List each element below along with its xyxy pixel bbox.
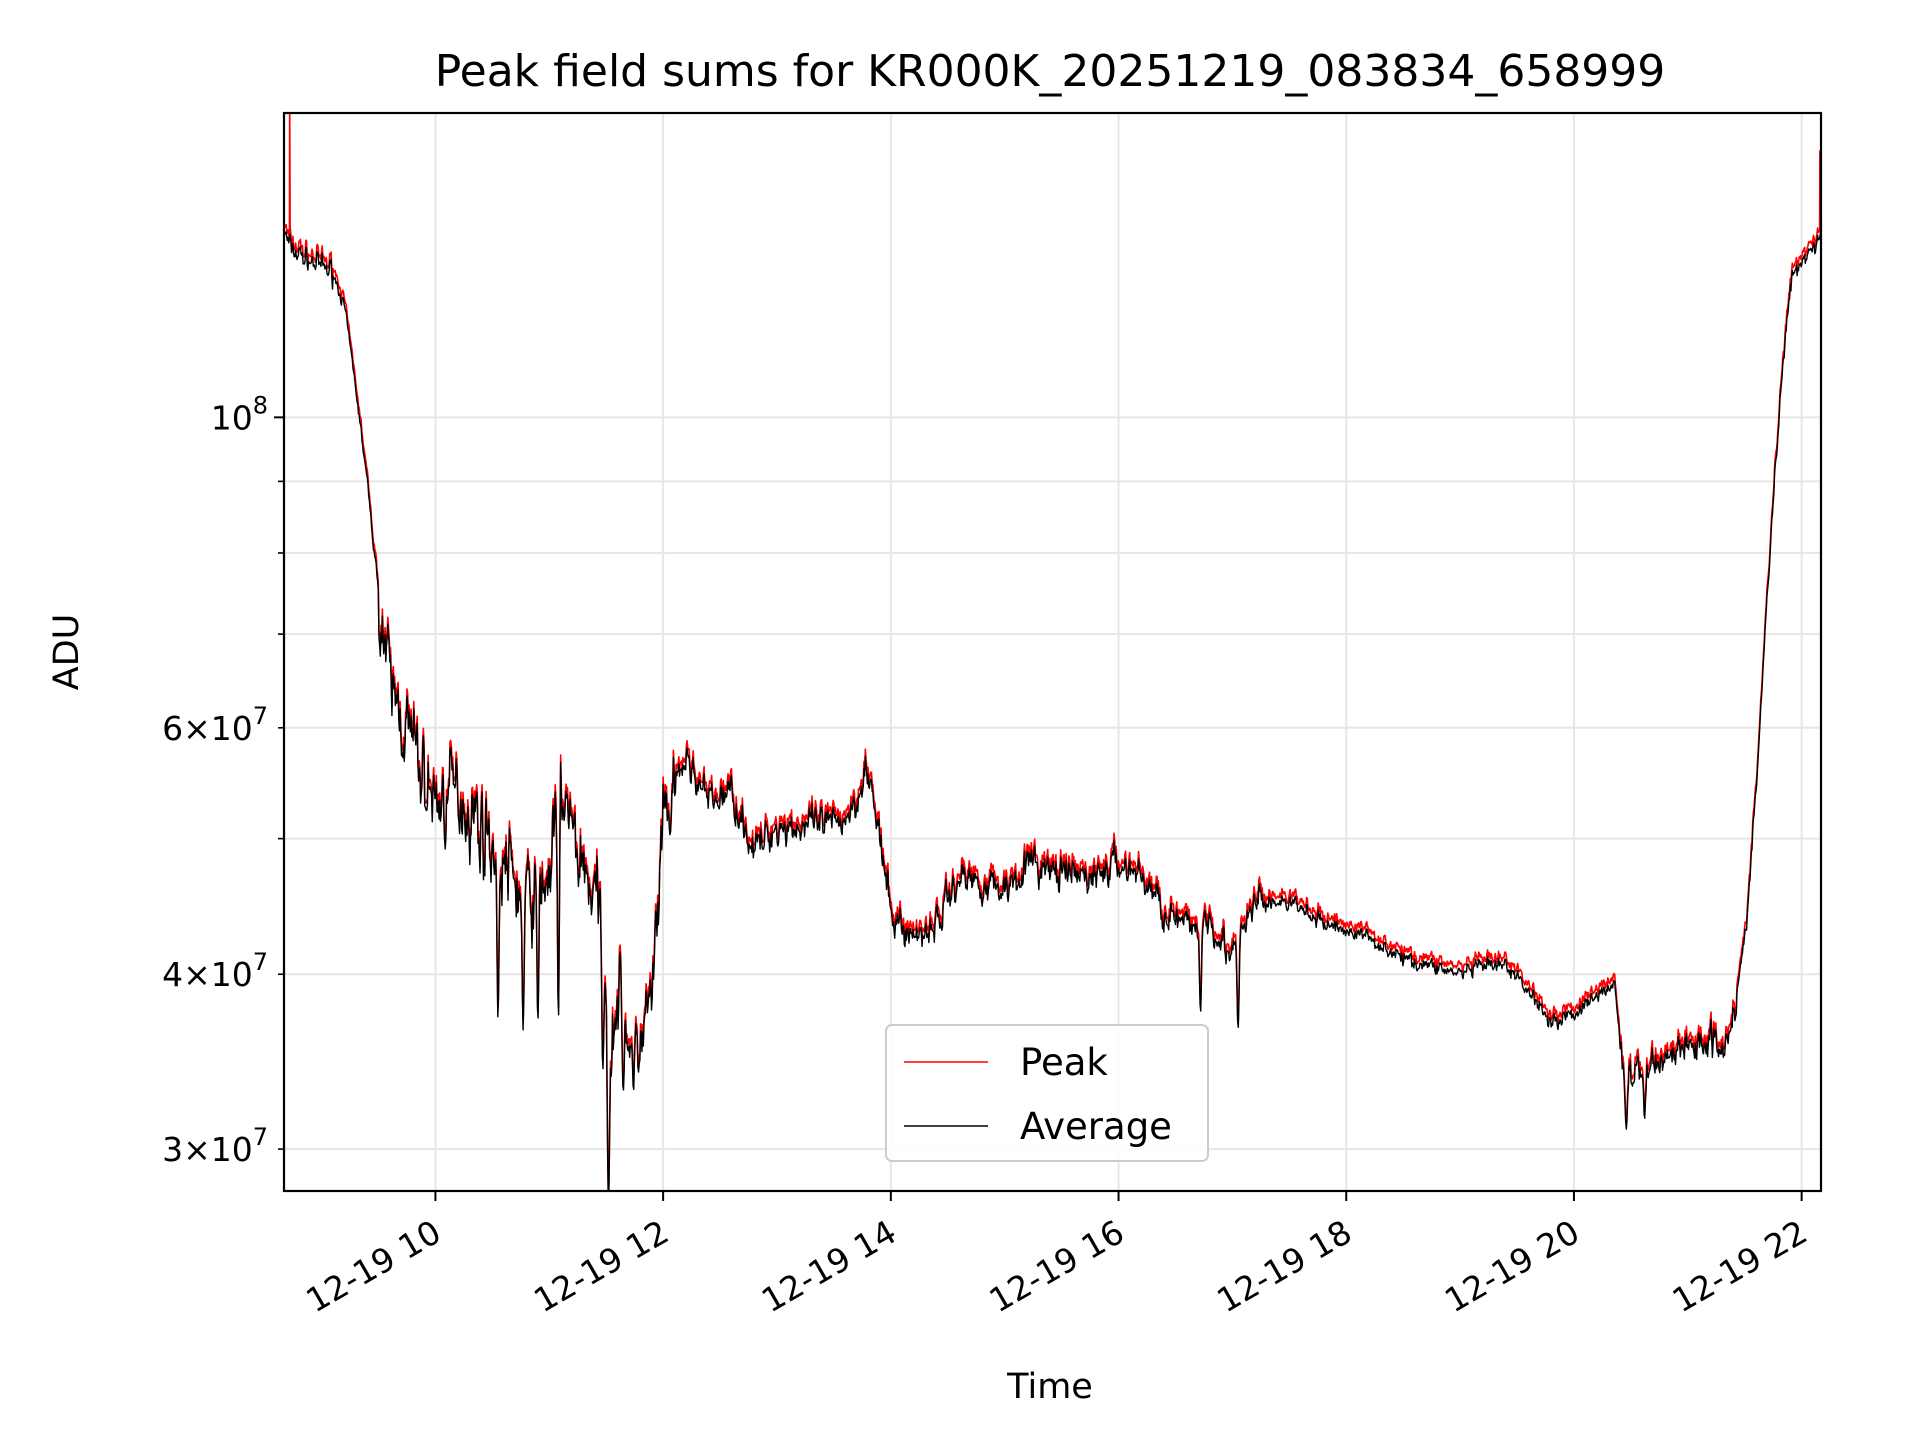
y-tick-label: 6×107 <box>162 702 268 748</box>
series-layer <box>284 113 1821 1191</box>
grid-layer <box>284 113 1821 1191</box>
y-tick-label: 4×107 <box>162 948 268 994</box>
y-tick-base: 10 <box>211 1130 253 1169</box>
y-tick-exponent: 7 <box>253 702 268 730</box>
series-line-average <box>284 231 1821 1191</box>
y-tick-times: × <box>183 709 211 748</box>
y-tick-mantissa: 3 <box>162 1130 183 1169</box>
y-tick-base: 10 <box>211 398 253 437</box>
y-tick-times: × <box>183 955 211 994</box>
y-tick-base: 10 <box>211 955 253 994</box>
y-tick-base: 10 <box>211 709 253 748</box>
legend-box <box>885 1024 1209 1162</box>
y-tick-mantissa: 6 <box>162 709 183 748</box>
y-tick-label: 108 <box>211 391 268 437</box>
legend-label-average: Average <box>1020 1105 1172 1148</box>
axes-frame <box>282 111 1823 1193</box>
y-tick-exponent: 8 <box>253 391 268 419</box>
y-tick-exponent: 7 <box>253 948 268 976</box>
y-axis-label: ADU <box>47 614 87 691</box>
y-tick-exponent: 7 <box>253 1123 268 1151</box>
y-tick-mantissa: 4 <box>162 955 183 994</box>
legend: Peak Average <box>885 1024 1209 1162</box>
y-tick-label: 3×107 <box>162 1123 268 1169</box>
x-axis-label: Time <box>1006 1367 1093 1407</box>
plot-area <box>284 113 1821 1191</box>
legend-label-peak: Peak <box>1020 1041 1108 1084</box>
chart-title: Peak field sums for KR000K_20251219_0838… <box>435 46 1666 97</box>
y-tick-times: × <box>183 1130 211 1169</box>
